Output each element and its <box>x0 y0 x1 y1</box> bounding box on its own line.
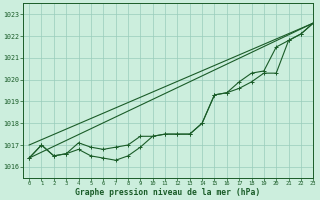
X-axis label: Graphe pression niveau de la mer (hPa): Graphe pression niveau de la mer (hPa) <box>76 188 261 197</box>
